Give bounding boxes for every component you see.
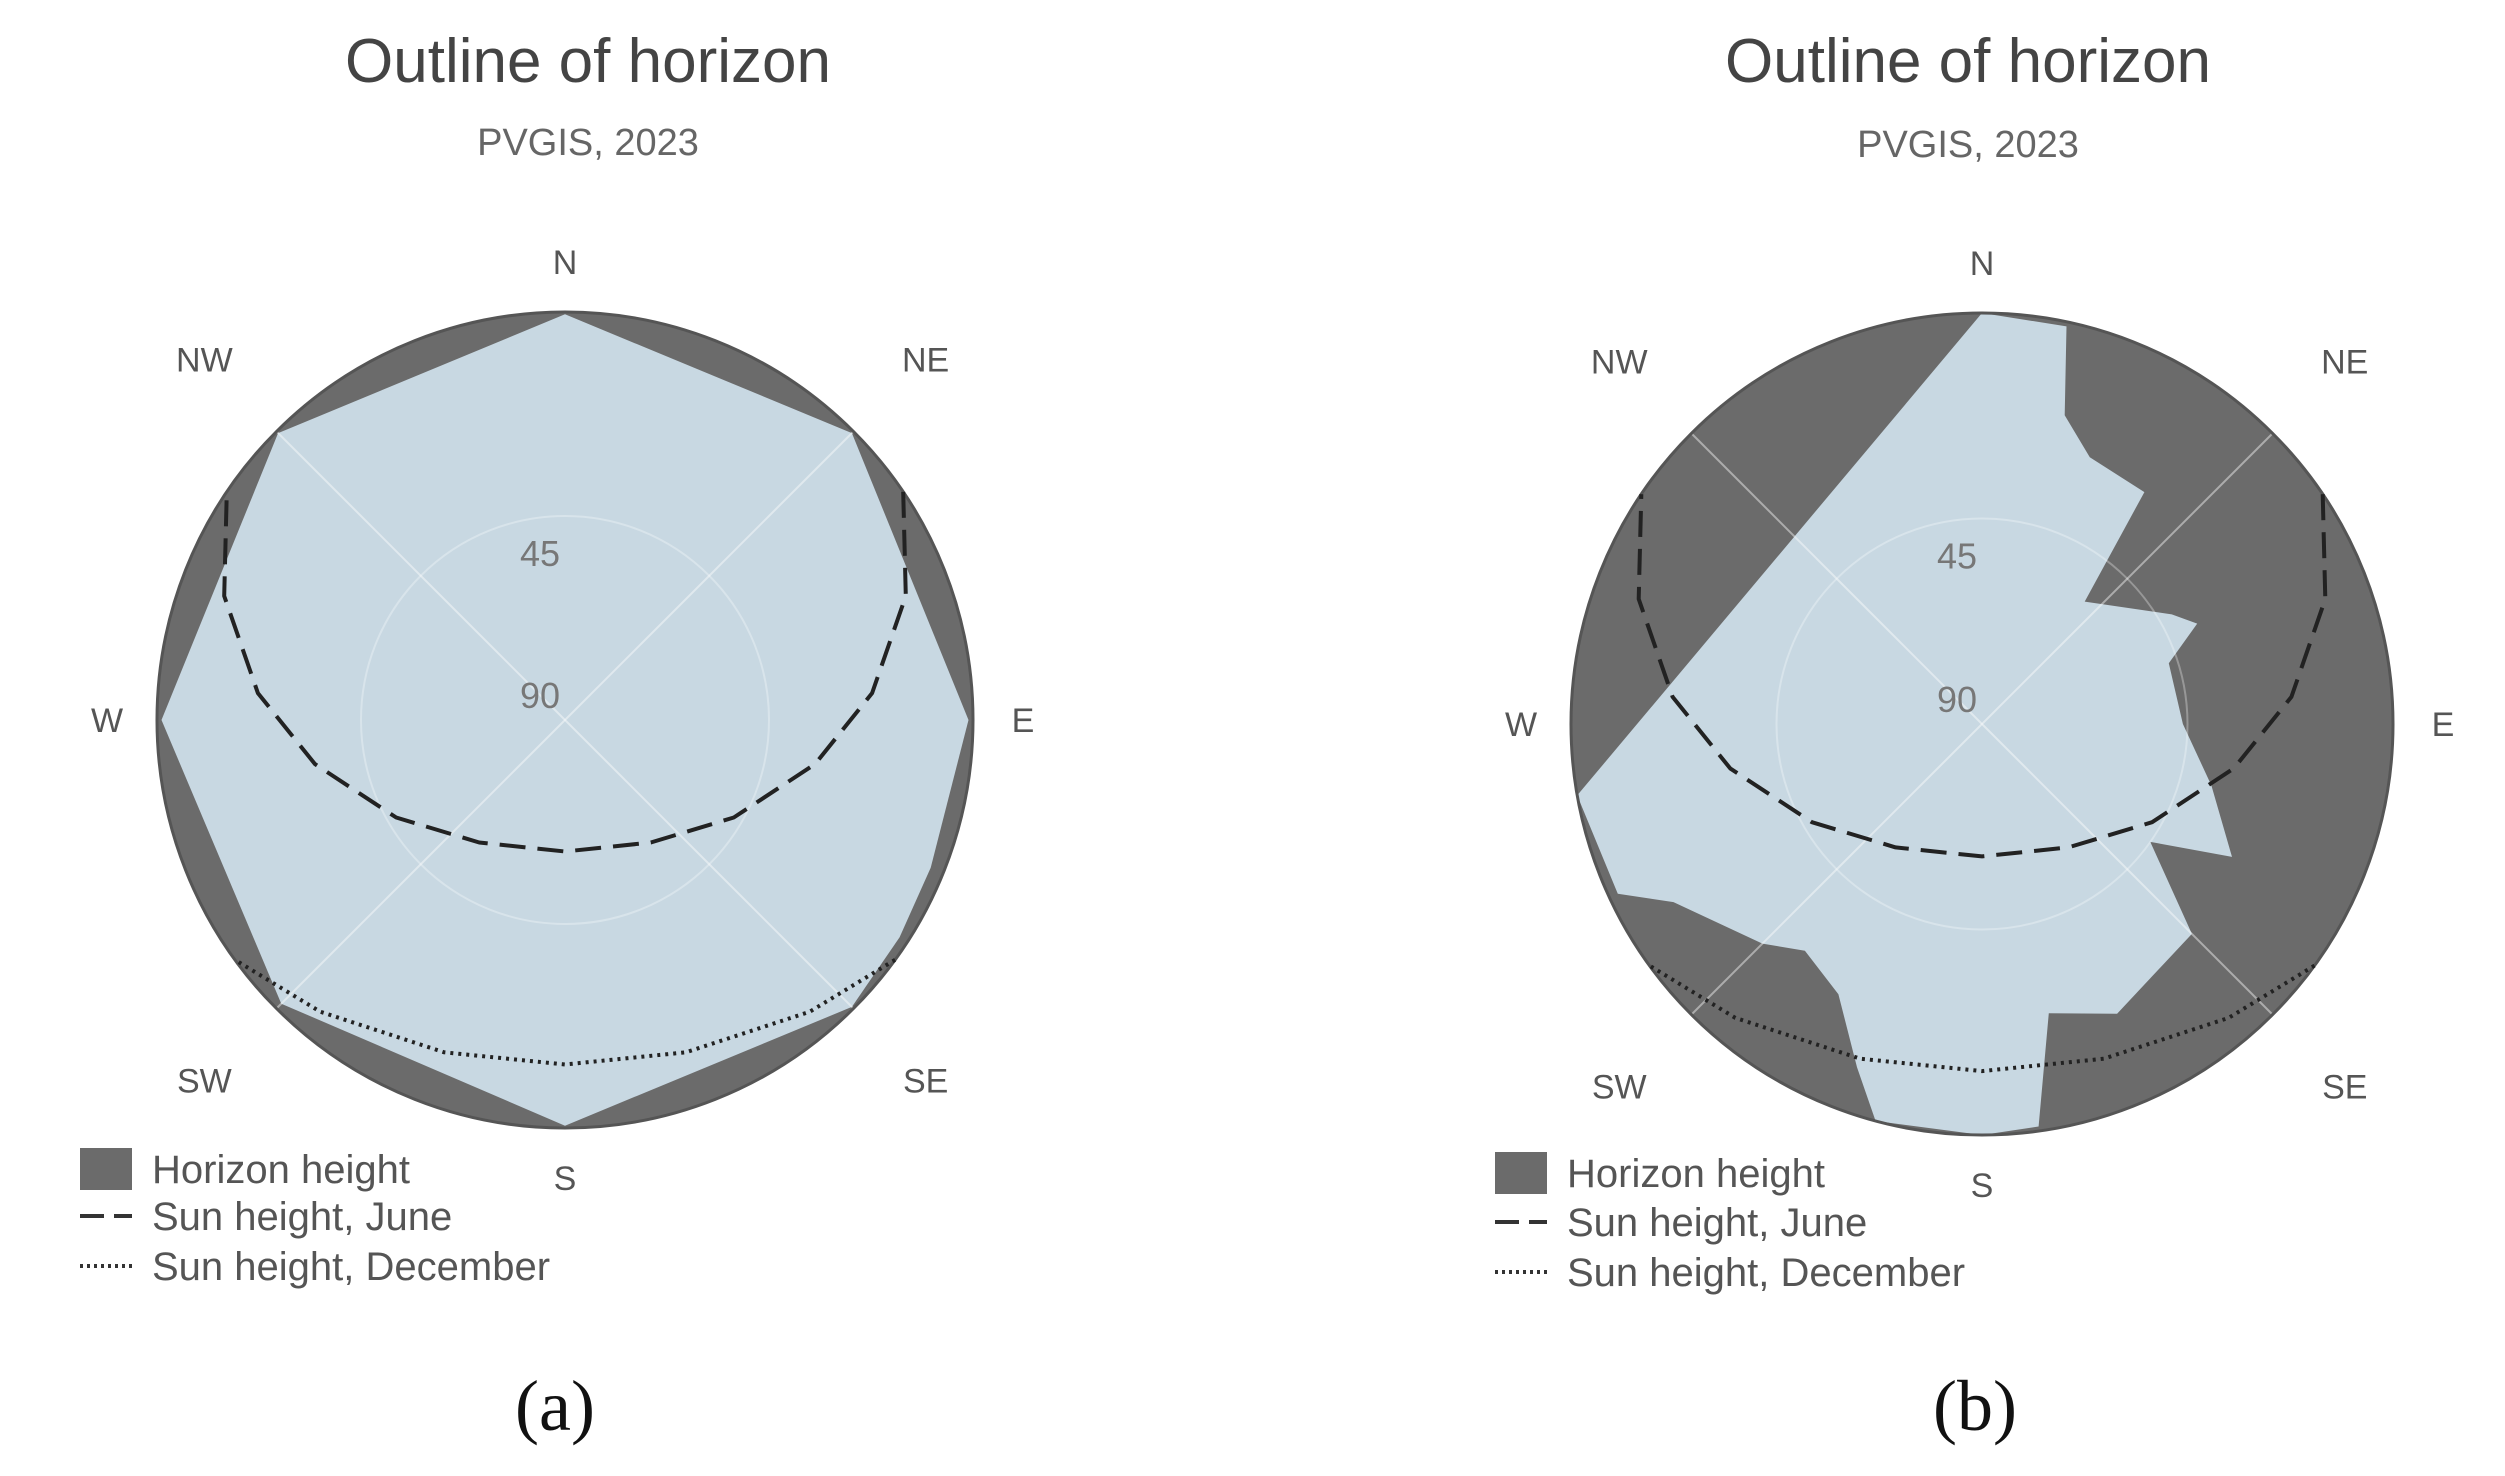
direction-label-e: E bbox=[1012, 702, 1035, 740]
ring-label: 90 bbox=[520, 675, 560, 716]
polar-plot: 45 90 N NE E SE S SW W NW bbox=[1505, 245, 2454, 1205]
sky-region bbox=[161, 314, 969, 1126]
grid-spoke bbox=[275, 430, 855, 1010]
direction-label-s: S bbox=[1971, 1167, 1994, 1205]
legend-horizon-swatch bbox=[80, 1148, 132, 1190]
ring-label: 90 bbox=[1937, 679, 1977, 720]
sun-height-june-line bbox=[1636, 494, 2328, 859]
direction-label-w: W bbox=[91, 702, 123, 740]
panel-b: Outline of horizon PVGIS, 2023 45 90 N NE E S… bbox=[1495, 27, 2454, 1446]
sun-height-june-line bbox=[222, 491, 908, 854]
ring-label: 45 bbox=[520, 533, 560, 574]
direction-label-w: W bbox=[1505, 706, 1537, 744]
direction-label-sw: SW bbox=[1592, 1069, 1647, 1107]
ring-label: 45 bbox=[1937, 536, 1977, 577]
grid-spoke bbox=[1690, 432, 2274, 1016]
direction-label-se: SE bbox=[2322, 1069, 2367, 1107]
direction-label-sw: SW bbox=[177, 1063, 232, 1101]
direction-label-se: SE bbox=[903, 1063, 948, 1101]
polar-plot: 45 90 N NE E SE S SW W NW bbox=[91, 244, 1034, 1198]
legend-horizon-swatch bbox=[1495, 1152, 1547, 1194]
chart-subtitle: PVGIS, 2023 bbox=[1857, 124, 2079, 166]
legend: Horizon height Sun height, June Sun heig… bbox=[80, 1148, 550, 1289]
legend-december-label: Sun height, December bbox=[1567, 1251, 1965, 1295]
panel-caption: (b) bbox=[1933, 1366, 2017, 1446]
grid-ring bbox=[360, 515, 770, 925]
sun-height-december-line bbox=[1648, 963, 2316, 1074]
legend-june-label: Sun height, June bbox=[152, 1195, 452, 1239]
panel-caption: (a) bbox=[515, 1366, 595, 1446]
grid-spoke bbox=[275, 430, 855, 1010]
direction-label-n: N bbox=[1970, 245, 1995, 283]
legend: Horizon height Sun height, June Sun heig… bbox=[1495, 1152, 1965, 1295]
grid-spoke bbox=[1690, 432, 2274, 1016]
grid-spoke bbox=[275, 430, 855, 1010]
grid-spoke bbox=[1690, 432, 2274, 1016]
direction-label-nw: NW bbox=[176, 341, 233, 379]
plot-outline bbox=[1569, 311, 2395, 1137]
panel-a: Outline of horizon PVGIS, 2023 45 90 N NE E S… bbox=[80, 27, 1034, 1446]
legend-june-label: Sun height, June bbox=[1567, 1201, 1867, 1245]
direction-label-s: S bbox=[554, 1160, 577, 1198]
chart-subtitle: PVGIS, 2023 bbox=[477, 122, 699, 164]
direction-label-ne: NE bbox=[902, 341, 949, 379]
legend-horizon-label: Horizon height bbox=[152, 1148, 410, 1192]
legend-horizon-label: Horizon height bbox=[1567, 1152, 1825, 1196]
sky-region bbox=[1577, 313, 2232, 1135]
chart-title: Outline of horizon bbox=[1725, 27, 2211, 96]
direction-label-e: E bbox=[2432, 706, 2455, 744]
grid-spoke bbox=[275, 430, 855, 1010]
direction-label-nw: NW bbox=[1591, 343, 1648, 381]
legend-december-label: Sun height, December bbox=[152, 1245, 550, 1289]
direction-label-ne: NE bbox=[2321, 343, 2368, 381]
grid-spoke bbox=[1690, 432, 2274, 1016]
plot-outline bbox=[155, 310, 975, 1130]
grid-ring bbox=[1775, 517, 2189, 931]
direction-label-n: N bbox=[553, 244, 578, 282]
chart-title: Outline of horizon bbox=[345, 27, 831, 96]
